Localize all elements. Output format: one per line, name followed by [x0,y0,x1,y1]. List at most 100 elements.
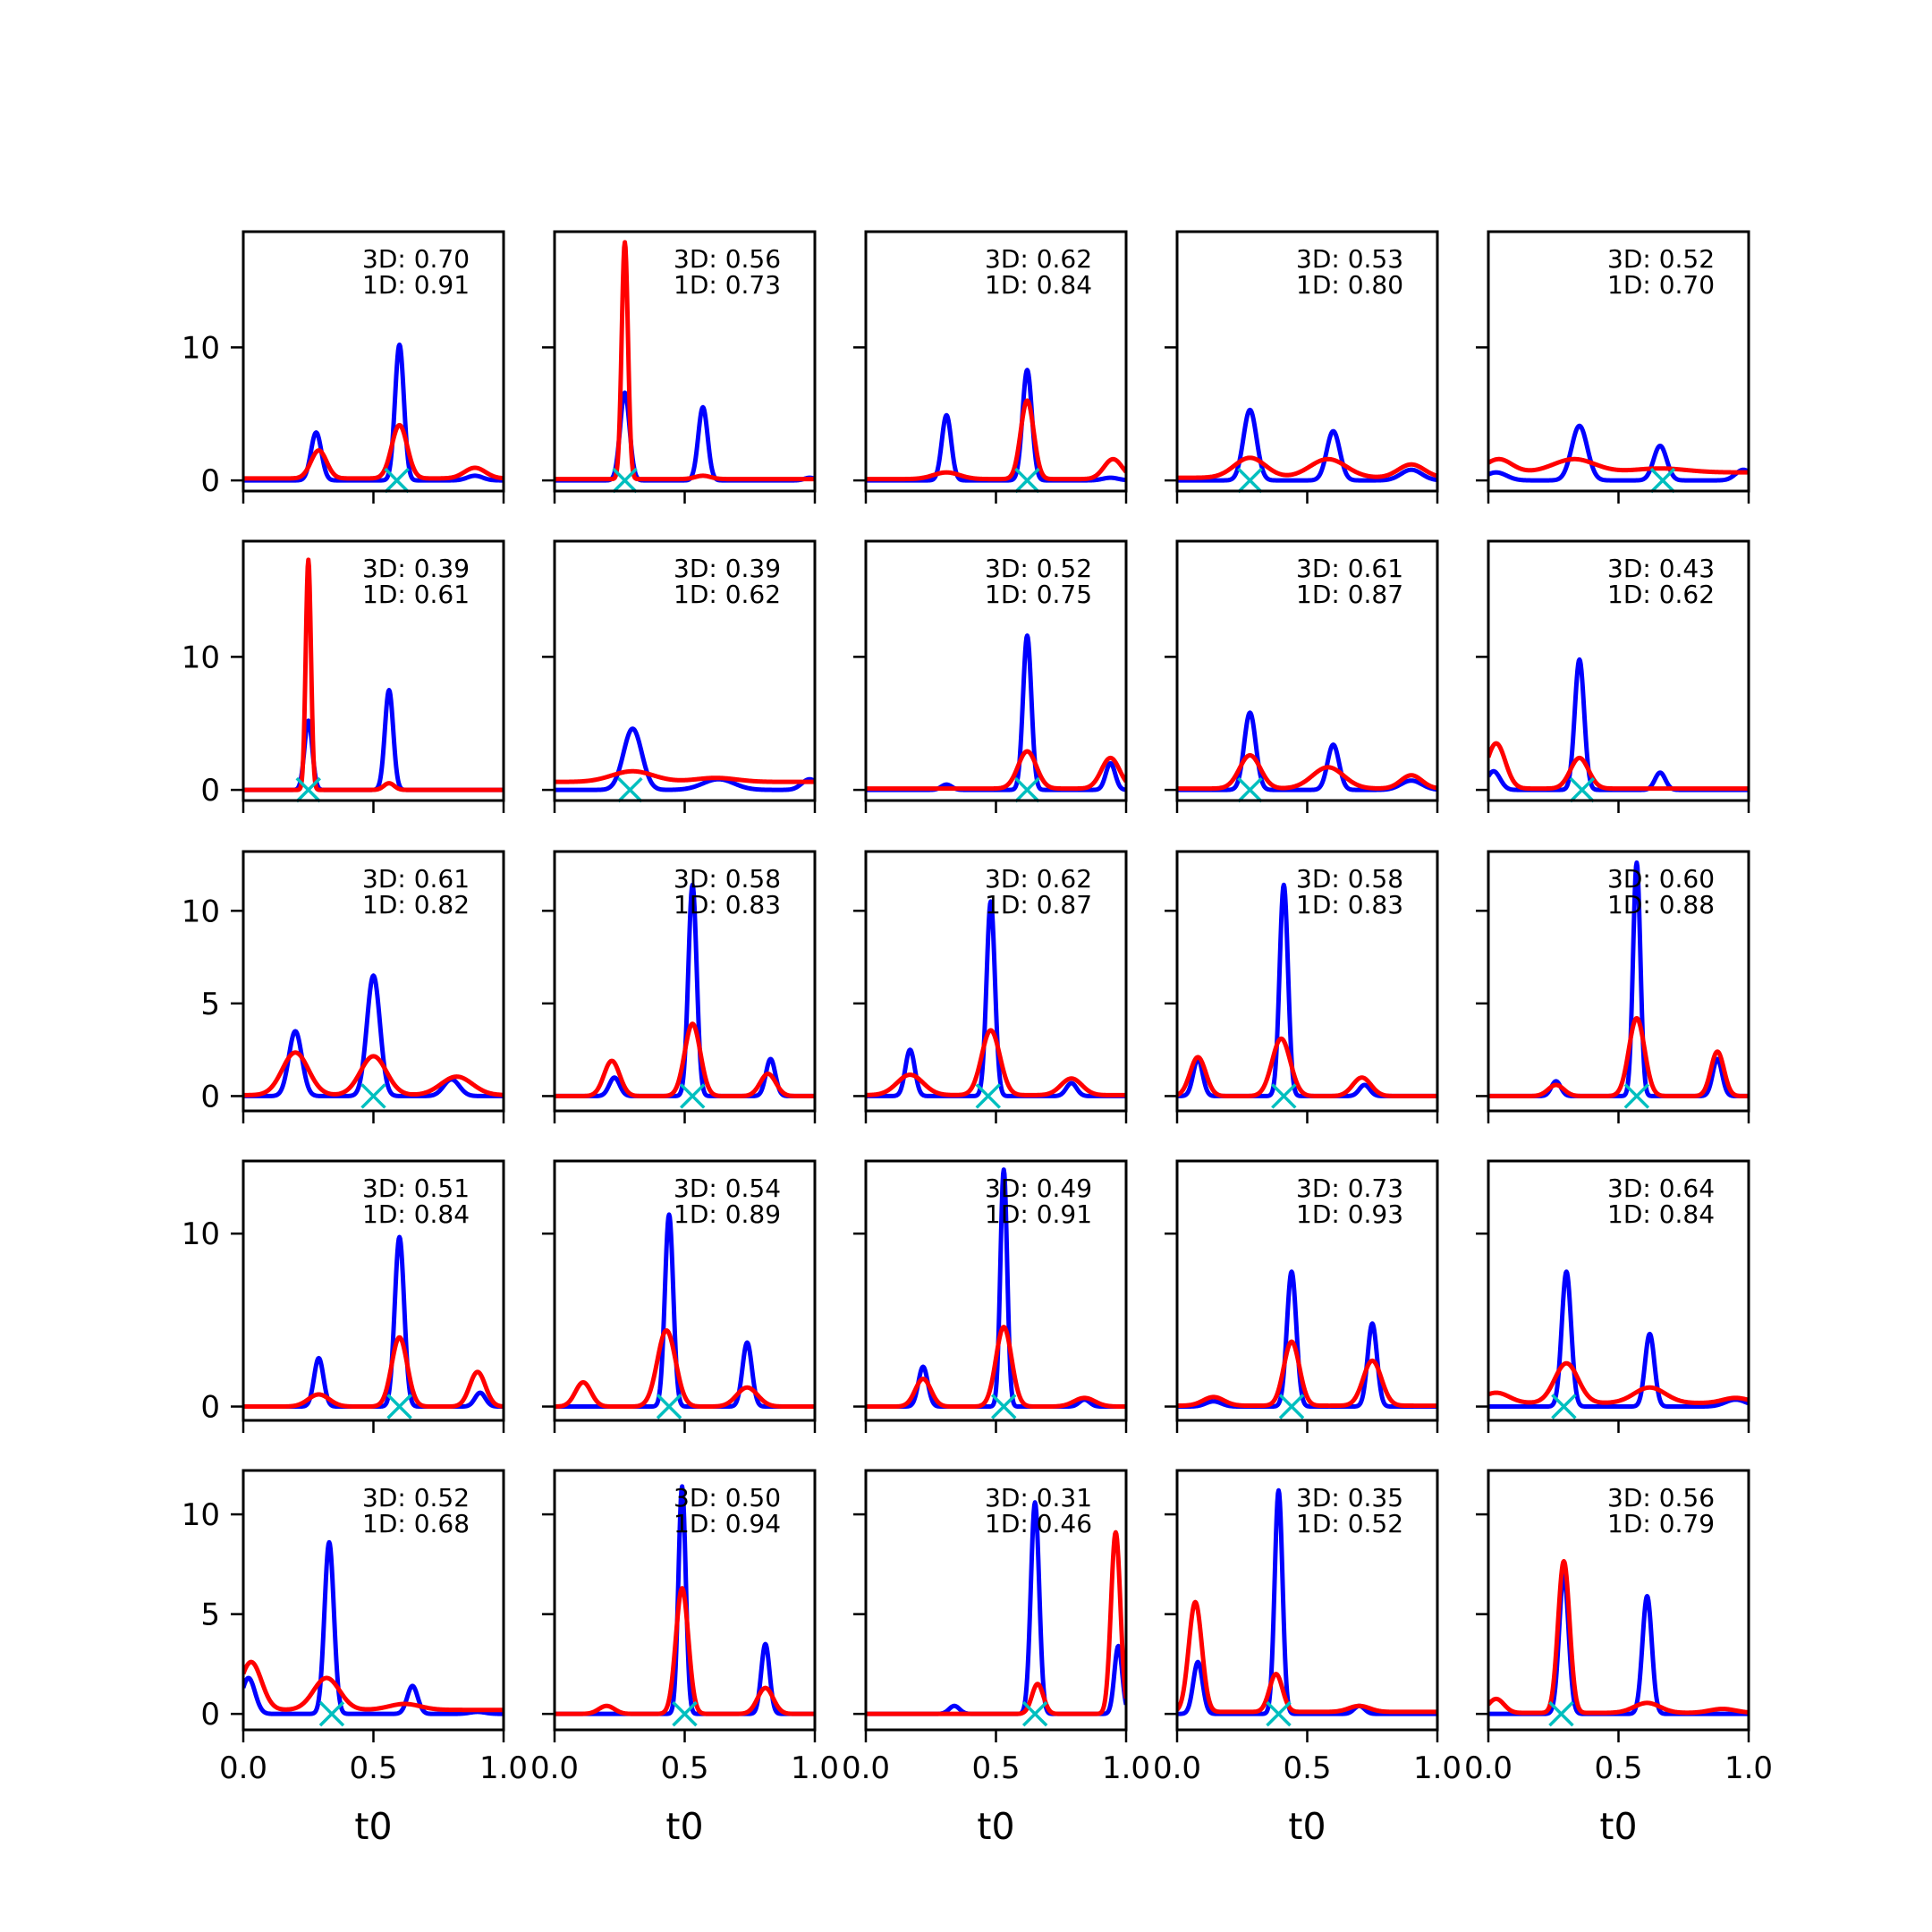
true-t0-marker [672,1700,698,1727]
y-tick-label: 0 [200,1697,220,1733]
x-tick-label: 0.0 [1153,1750,1201,1786]
y-tick-label: 10 [182,1497,220,1533]
series-1d-curve [866,1530,1126,1716]
series-1d-curve [866,1028,1126,1097]
score-1d-label: 1D: 0.84 [362,1199,470,1229]
true-t0-marker [360,1083,386,1109]
score-1d-label: 1D: 0.73 [674,270,781,300]
series-3d-curve [1177,1269,1437,1410]
x-tick-label: 1.0 [479,1750,528,1786]
x-tick-label: 0.0 [219,1750,267,1786]
score-1d-label: 1D: 0.52 [1296,1509,1403,1538]
series-1d-curve [866,398,1126,482]
series-1d-curve [555,1021,815,1098]
score-3d-label: 3D: 0.70 [362,244,470,274]
score-1d-label: 1D: 0.82 [362,890,470,919]
score-3d-label: 3D: 0.31 [985,1483,1092,1513]
score-1d-label: 1D: 0.87 [985,890,1092,919]
score-3d-label: 3D: 0.61 [1296,554,1403,583]
x-axis-label: t0 [1288,1805,1326,1848]
series-1d-curve [243,1335,504,1410]
score-1d-label: 1D: 0.84 [985,270,1092,300]
score-3d-label: 3D: 0.52 [362,1483,470,1513]
score-1d-label: 1D: 0.83 [674,890,781,919]
x-tick-label: 0.0 [1464,1750,1513,1786]
series-1d-curve [1177,1599,1437,1715]
score-3d-label: 3D: 0.73 [1296,1174,1403,1203]
y-tick-label: 10 [182,330,220,366]
series-1d-curve [243,1659,504,1713]
score-3d-label: 3D: 0.61 [362,864,470,894]
series-3d-curve [1488,423,1749,483]
series-1d-curve [1177,455,1437,480]
true-t0-marker [318,1700,345,1727]
score-1d-label: 1D: 0.87 [1296,580,1403,609]
score-3d-label: 3D: 0.54 [674,1174,781,1203]
score-1d-label: 1D: 0.61 [362,580,470,609]
true-t0-marker [612,467,638,494]
series-1d-curve [555,1586,815,1716]
true-t0-marker [1623,1083,1650,1109]
score-1d-label: 1D: 0.68 [362,1509,470,1538]
score-3d-label: 3D: 0.58 [1296,864,1403,894]
score-1d-label: 1D: 0.46 [985,1509,1092,1538]
series-1d-curve [555,1327,815,1410]
score-3d-label: 3D: 0.52 [1607,244,1715,274]
series-1d-curve [243,1050,504,1097]
x-tick-label: 0.5 [971,1750,1020,1786]
true-t0-marker [656,1394,682,1419]
score-3d-label: 3D: 0.49 [985,1174,1092,1203]
y-tick-label: 0 [200,773,220,809]
true-t0-marker [990,1394,1017,1419]
score-3d-label: 3D: 0.64 [1607,1174,1715,1203]
series-1d-curve [866,749,1126,792]
score-1d-label: 1D: 0.84 [1607,1199,1715,1229]
series-1d-curve [1177,752,1437,792]
x-tick-label: 0.5 [1283,1750,1331,1786]
series-1d-curve [1177,1036,1437,1098]
score-3d-label: 3D: 0.58 [674,864,781,894]
score-3d-label: 3D: 0.60 [1607,864,1715,894]
series-3d-curve [555,1484,815,1716]
score-1d-label: 1D: 0.62 [674,580,781,609]
series-3d-curve [243,973,504,1098]
x-tick-label: 0.0 [530,1750,579,1786]
score-1d-label: 1D: 0.93 [1296,1199,1403,1229]
true-t0-marker [617,776,643,803]
score-3d-label: 3D: 0.43 [1607,554,1715,583]
score-3d-label: 3D: 0.51 [362,1174,470,1203]
y-tick-label: 5 [200,987,220,1022]
true-t0-marker [1266,1700,1292,1727]
x-axis-label: t0 [665,1805,703,1848]
series-1d-curve [555,768,815,784]
x-tick-label: 0.5 [349,1750,397,1786]
y-tick-label: 10 [182,1216,220,1252]
x-tick-label: 1.0 [1724,1750,1773,1786]
x-tick-label: 1.0 [1413,1750,1462,1786]
score-3d-label: 3D: 0.52 [985,554,1092,583]
true-t0-marker [1271,1083,1297,1109]
score-1d-label: 1D: 0.62 [1607,580,1715,609]
true-t0-marker [1014,467,1040,494]
series-1d-curve [1488,456,1749,475]
x-axis-label: t0 [1599,1805,1637,1848]
score-3d-label: 3D: 0.35 [1296,1483,1403,1513]
x-tick-label: 1.0 [791,1750,839,1786]
